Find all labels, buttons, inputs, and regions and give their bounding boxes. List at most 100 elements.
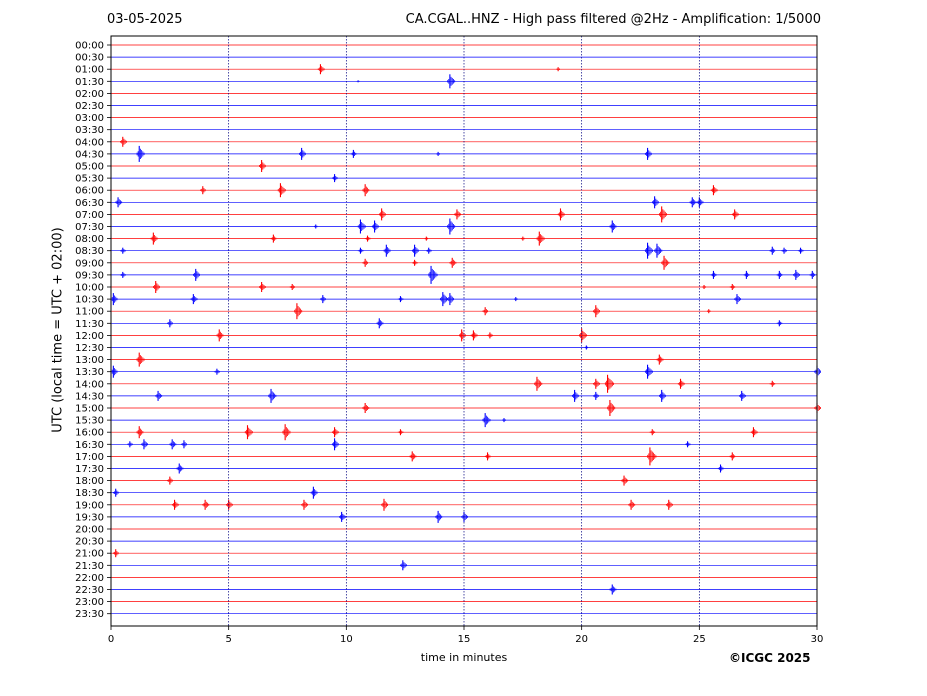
- y-tick-label: 01:30: [75, 77, 104, 88]
- seismic-event: [299, 147, 306, 160]
- seismic-event: [127, 441, 133, 448]
- seismic-event: [609, 220, 617, 233]
- x-tick-label: 25: [693, 634, 706, 645]
- x-tick-label: 5: [225, 634, 231, 645]
- seismic-event: [579, 328, 587, 343]
- y-tick-label: 00:30: [75, 53, 104, 64]
- seismic-event: [120, 247, 126, 254]
- x-tick-label: 0: [108, 634, 114, 645]
- seismic-event: [115, 197, 123, 208]
- seismic-event: [647, 447, 657, 466]
- seismic-event: [136, 426, 144, 439]
- seismic-event: [750, 427, 758, 438]
- seismic-event: [331, 427, 339, 438]
- y-tick-label: 14:00: [75, 379, 104, 390]
- seismic-event: [320, 295, 326, 304]
- seismic-event: [141, 439, 148, 450]
- y-tick-label: 03:00: [75, 113, 104, 124]
- y-tick-label: 20:30: [75, 537, 104, 548]
- copyright-notice: ©ICGC 2025: [729, 651, 811, 665]
- plot-frame: [110, 35, 818, 627]
- seismic-event: [628, 499, 636, 510]
- seismic-event: [814, 403, 821, 413]
- seismic-event: [814, 365, 821, 378]
- seismic-event: [120, 136, 127, 147]
- seismic-event: [424, 236, 428, 241]
- seismic-event: [440, 292, 449, 307]
- y-tick-label: 05:00: [75, 162, 104, 173]
- seismic-event: [556, 67, 560, 72]
- seismic-event: [659, 206, 667, 223]
- y-tick-label: 02:30: [75, 101, 104, 112]
- seismic-event: [383, 244, 391, 257]
- y-tick-label: 20:00: [75, 525, 104, 536]
- y-tick-label: 12:30: [75, 343, 104, 354]
- seismic-event: [409, 451, 417, 462]
- seismic-event: [277, 183, 286, 198]
- seismic-event: [459, 329, 466, 342]
- x-tick-label: 30: [811, 634, 824, 645]
- y-tick-label: 15:00: [75, 404, 104, 415]
- seismic-event: [702, 285, 706, 289]
- y-tick-label: 05:30: [75, 174, 104, 185]
- seismic-event: [593, 391, 599, 400]
- seismic-event: [314, 224, 318, 229]
- seismic-event: [534, 376, 543, 391]
- seismic-event: [484, 452, 491, 461]
- seismic-event: [362, 258, 368, 267]
- seismic-event: [200, 186, 206, 195]
- seismic-event: [331, 174, 338, 183]
- seismic-event: [357, 247, 364, 254]
- seismic-event: [113, 549, 119, 558]
- plot-title: CA.CGAL..HNZ - High pass filtered @2Hz -…: [405, 12, 821, 27]
- seismic-event: [357, 219, 366, 234]
- seismic-event: [364, 235, 371, 242]
- seismic-event: [684, 441, 691, 448]
- seismic-event: [167, 319, 173, 328]
- seismic-event: [734, 294, 741, 305]
- seismic-event: [621, 475, 629, 486]
- y-tick-label: 11:30: [75, 319, 104, 330]
- seismic-event: [216, 329, 224, 342]
- seismic-event: [397, 296, 404, 303]
- seismic-event: [379, 208, 386, 221]
- seismic-event: [604, 374, 614, 393]
- seismic-event: [689, 197, 697, 208]
- seismic-event: [176, 463, 184, 474]
- seismic-event: [193, 268, 200, 281]
- seismic-event: [572, 389, 579, 402]
- seismic-event: [428, 265, 438, 284]
- y-tick-label: 21:00: [75, 549, 104, 560]
- seismic-event: [659, 389, 666, 402]
- seismic-event: [609, 584, 617, 595]
- seismic-event: [289, 284, 296, 290]
- seismic-event: [447, 293, 454, 306]
- seismic-event: [202, 499, 210, 510]
- seismic-event: [136, 352, 145, 367]
- seismic-event: [644, 147, 652, 160]
- seismic-event: [656, 354, 664, 365]
- seismic-event: [171, 499, 179, 510]
- seismic-event: [331, 438, 339, 451]
- seismic-event: [447, 74, 456, 89]
- seismic-event: [362, 403, 370, 413]
- seismic-event: [482, 413, 491, 428]
- y-tick-label: 23:30: [75, 609, 104, 620]
- y-tick-label: 07:30: [75, 222, 104, 233]
- seismic-event: [436, 151, 440, 156]
- y-tick-label: 19:30: [75, 512, 104, 523]
- plot-date: 03-05-2025: [107, 12, 183, 27]
- seismic-event: [268, 388, 277, 403]
- y-tick-label: 04:00: [75, 137, 104, 148]
- seismic-event: [514, 297, 518, 302]
- y-tick-label: 03:30: [75, 125, 104, 136]
- seismic-event: [310, 486, 318, 499]
- seismic-event: [301, 499, 308, 510]
- seismic-event: [739, 390, 746, 401]
- seismic-event: [411, 244, 419, 257]
- x-tick-label: 15: [458, 634, 471, 645]
- y-tick-label: 04:30: [75, 149, 104, 160]
- seismic-event: [536, 231, 545, 246]
- seismic-event: [769, 246, 776, 255]
